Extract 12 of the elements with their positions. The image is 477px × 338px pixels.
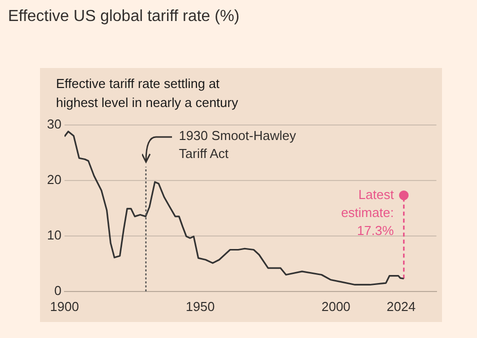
x-tick-label: 1900: [50, 298, 79, 314]
y-tick-label: 10: [46, 227, 62, 242]
x-tick-label: 1950: [186, 298, 215, 314]
chart-subtitle: Effective tariff rate settling at highest level in nearly a century: [56, 75, 240, 112]
y-tick-label: 20: [46, 172, 62, 187]
x-tick-label: 2024: [386, 298, 416, 314]
ref-line-label: 1930 Smoot-Hawley Tariff Act: [178, 126, 296, 163]
chart-title: Effective US global tariff rate (%): [8, 8, 240, 26]
y-tick-label: 30: [46, 116, 62, 132]
y-tick-label: 0: [54, 282, 62, 298]
annotation: Latest estimate: 17.3%: [341, 186, 394, 238]
x-tick-label: 2000: [321, 298, 350, 314]
